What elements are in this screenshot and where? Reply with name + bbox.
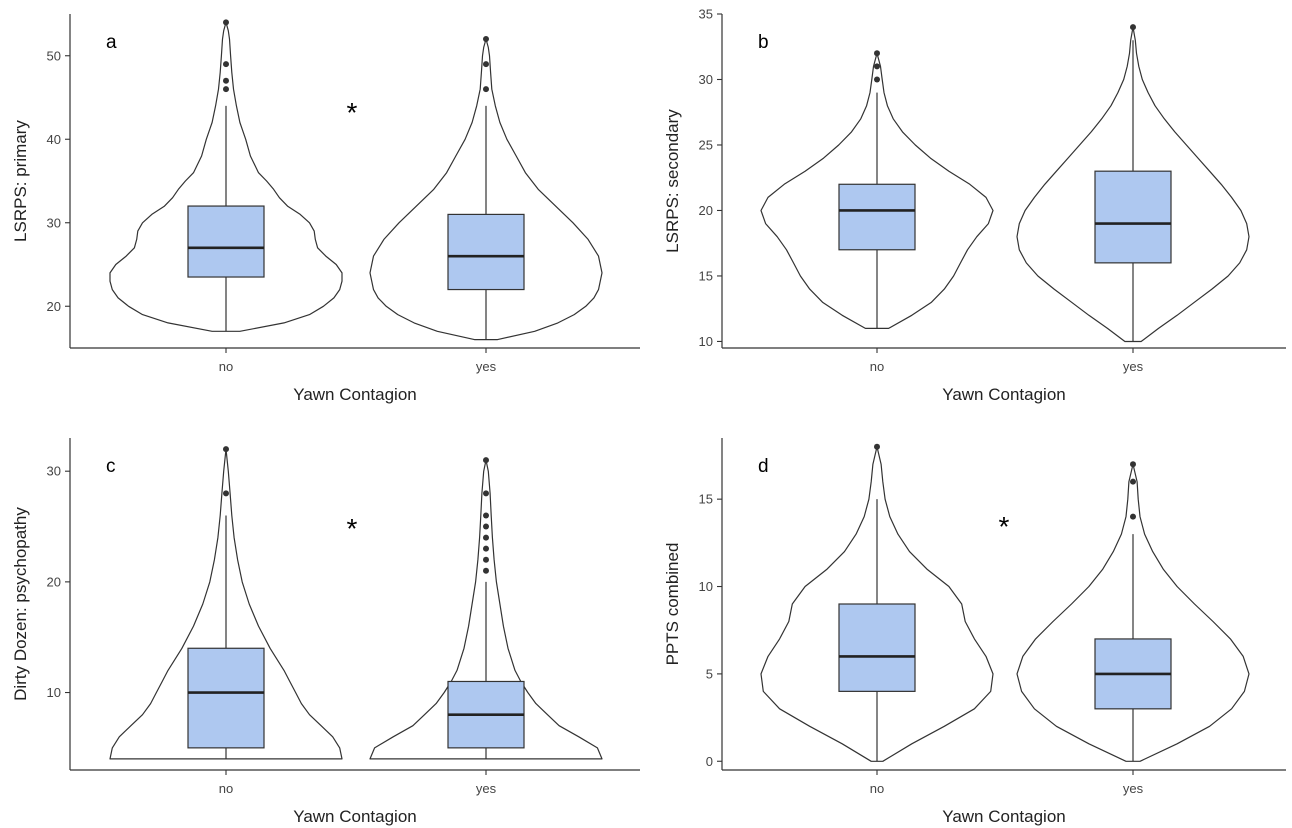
significance-marker: *: [347, 513, 358, 544]
y-tick-label: 30: [47, 215, 61, 230]
panel-b: 10 15 20 25 30 35 no yes Yawn Contagion LSRPS: se…: [663, 7, 1286, 404]
y-tick-label: 40: [47, 132, 61, 147]
outlier-point: [223, 446, 229, 453]
panel-letter: b: [758, 32, 769, 53]
y-tick-label: 15: [699, 268, 713, 283]
outlier-point: [483, 490, 489, 497]
y-tick-label: 20: [47, 574, 61, 589]
panel-letter: c: [106, 456, 116, 477]
x-tick-label-yes: yes: [1123, 359, 1144, 374]
panel-a: 20 30 40 50 no yes Yawn Contagion LSRPS: primar…: [11, 14, 640, 404]
significance-marker: *: [999, 511, 1010, 542]
iqr-box: [1094, 170, 1172, 264]
iqr-box: [838, 183, 916, 251]
y-tick-label: 20: [47, 299, 61, 314]
outlier-point: [483, 61, 489, 68]
x-tick-label-yes: yes: [1123, 781, 1144, 796]
group-yes: [1016, 461, 1250, 762]
outlier-point: [483, 523, 489, 530]
y-axis-title: LSRPS: primary: [11, 120, 30, 242]
iqr-box: [187, 205, 265, 278]
y-tick-label: 25: [699, 137, 713, 152]
outlier-point: [483, 36, 489, 43]
outlier-point: [483, 512, 489, 519]
y-axis-title: Dirty Dozen: psychopathy: [11, 507, 30, 701]
outlier-point: [483, 545, 489, 552]
iqr-box: [838, 603, 916, 692]
group-no: [109, 19, 343, 332]
outlier-point: [223, 490, 229, 497]
outlier-point: [1130, 513, 1136, 520]
x-axis-title: Yawn Contagion: [293, 807, 417, 826]
outlier-point: [1130, 24, 1136, 31]
x-tick-label-no: no: [870, 359, 884, 374]
outlier-point: [874, 76, 880, 83]
y-axis-title: PPTS combined: [663, 543, 682, 666]
y-tick-label: 10: [699, 579, 713, 594]
group-yes: [369, 457, 603, 760]
outlier-point: [874, 63, 880, 70]
iqr-box: [187, 647, 265, 749]
x-tick-label-yes: yes: [476, 781, 497, 796]
outlier-point: [223, 77, 229, 84]
panel-c: 10 20 30 no yes Yawn Contagion Dirty Dozen: ps…: [11, 438, 640, 826]
y-tick-label: 5: [706, 666, 713, 681]
panel-d: 0 5 10 15 no yes Yawn Contagion PPTS combined d *: [663, 438, 1286, 826]
outlier-point: [1130, 478, 1136, 485]
x-tick-label-yes: yes: [476, 359, 497, 374]
x-axis-title: Yawn Contagion: [942, 807, 1066, 826]
outlier-point: [874, 50, 880, 57]
outlier-point: [223, 61, 229, 68]
iqr-box: [447, 213, 525, 291]
outlier-point: [483, 567, 489, 574]
significance-marker: *: [347, 97, 358, 128]
y-tick-label: 50: [47, 48, 61, 63]
y-tick-label: 35: [699, 7, 713, 22]
outlier-point: [1130, 461, 1136, 468]
panel-letter: a: [106, 32, 117, 53]
outlier-point: [874, 443, 880, 450]
outlier-point: [483, 86, 489, 93]
group-yes: [369, 36, 603, 341]
group-no: [760, 443, 994, 762]
y-tick-label: 0: [706, 754, 713, 769]
outlier-point: [483, 534, 489, 541]
outlier-point: [223, 19, 229, 26]
y-tick-label: 30: [47, 464, 61, 479]
y-tick-label: 20: [699, 203, 713, 218]
y-tick-label: 10: [699, 334, 713, 349]
y-axis-title: LSRPS: secondary: [663, 109, 682, 253]
x-axis-title: Yawn Contagion: [293, 385, 417, 404]
outlier-point: [483, 457, 489, 464]
group-no: [760, 50, 994, 329]
panel-letter: d: [758, 456, 769, 477]
x-tick-label-no: no: [219, 781, 233, 796]
x-tick-label-no: no: [870, 781, 884, 796]
y-tick-label: 30: [699, 72, 713, 87]
y-tick-label: 15: [699, 492, 713, 507]
outlier-point: [483, 556, 489, 563]
x-axis-title: Yawn Contagion: [942, 385, 1066, 404]
group-yes: [1016, 24, 1250, 343]
x-tick-label-no: no: [219, 359, 233, 374]
y-tick-label: 10: [47, 685, 61, 700]
outlier-point: [223, 86, 229, 93]
group-no: [109, 446, 343, 760]
